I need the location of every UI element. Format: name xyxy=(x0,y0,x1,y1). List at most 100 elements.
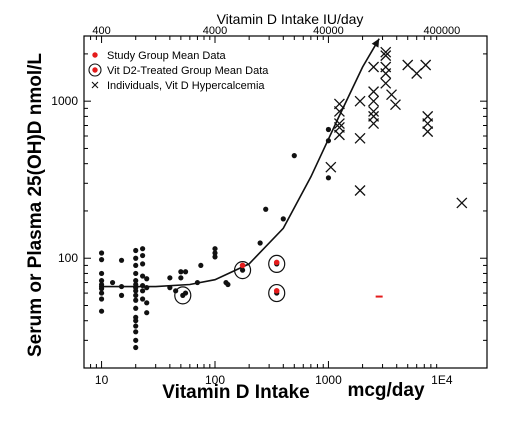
hypercalcemia-point xyxy=(354,95,366,107)
study-group-point xyxy=(144,285,150,291)
study-group-point xyxy=(140,273,146,279)
hypercalcemia-point xyxy=(380,50,392,62)
x-axis-unit: mcg/day xyxy=(347,380,425,401)
hypercalcemia-point xyxy=(411,68,423,79)
x-tick-label: 1E4 xyxy=(431,373,453,387)
hypercalcemia-point xyxy=(380,46,392,58)
plot-frame xyxy=(83,35,488,369)
d2-group-point xyxy=(239,267,246,273)
study-group-point xyxy=(144,300,150,306)
hypercalcemia-point xyxy=(333,106,345,117)
hypercalcemia-point xyxy=(333,129,345,141)
study-group-point xyxy=(133,329,139,335)
d2-group-circle xyxy=(233,261,252,280)
legend-label: Individuals, Vit D Hypercalcemia xyxy=(107,80,265,92)
legend-item: Study Group Mean Data xyxy=(92,50,227,62)
top-tick-label: 40000 xyxy=(313,25,344,37)
study-group-point xyxy=(194,279,201,286)
study-group-point xyxy=(118,283,125,290)
d2-group-red-point xyxy=(273,288,280,294)
legend-item: Vit D2-Treated Group Mean Data xyxy=(88,63,269,77)
study-group-point xyxy=(98,257,105,263)
study-group-point xyxy=(118,292,125,298)
study-group-point xyxy=(325,175,332,181)
legend-circle-icon xyxy=(88,63,102,77)
hypercalcemia-point xyxy=(422,126,434,138)
study-group-point xyxy=(98,278,105,284)
study-group-point xyxy=(212,254,218,260)
study-group-point xyxy=(98,286,105,292)
study-group-point xyxy=(198,262,204,269)
study-group-point xyxy=(109,279,116,286)
study-group-point xyxy=(118,257,125,263)
d2-group-red-point xyxy=(239,262,246,269)
study-group-point xyxy=(133,288,139,294)
study-group-point xyxy=(140,282,146,289)
study-group-point xyxy=(133,292,139,298)
study-group-point xyxy=(140,296,146,302)
study-group-point xyxy=(291,153,297,159)
hypercalcemia-point xyxy=(368,106,380,117)
study-group-point xyxy=(133,255,139,261)
study-group-point xyxy=(325,126,332,133)
top-tick-label: 400000 xyxy=(424,25,461,37)
study-group-point xyxy=(98,270,105,277)
hypercalcemia-point xyxy=(368,61,380,73)
legend-red-dot-icon xyxy=(92,52,98,58)
study-group-point xyxy=(263,206,269,212)
hypercalcemia-point xyxy=(354,132,366,144)
legend-item: Individuals, Vit D Hypercalcemia xyxy=(91,80,265,92)
study-group-point xyxy=(280,216,286,222)
plot-area: 10 100 1000 1E4 100 1000 400 4000 40000 400000 xyxy=(51,25,488,387)
study-group-point xyxy=(133,323,139,329)
study-group-point xyxy=(167,275,173,281)
study-group-point xyxy=(98,290,105,296)
trend-arrowhead xyxy=(371,38,380,48)
study-group-point xyxy=(140,288,146,294)
y-tick-label: 1000 xyxy=(51,94,78,108)
study-group-point xyxy=(257,240,263,246)
study-group-point xyxy=(212,250,218,256)
legend-label: Vit D2-Treated Group Mean Data xyxy=(107,65,269,77)
hypercalcemia-point xyxy=(368,86,380,98)
study-group-point xyxy=(133,297,139,303)
d2-group-red-point xyxy=(273,259,280,266)
study-group-point xyxy=(98,296,105,302)
study-group-point xyxy=(144,276,150,282)
hypercalcemia-point xyxy=(380,68,392,79)
study-group-point xyxy=(133,344,139,351)
study-group-point xyxy=(133,270,139,277)
study-group-point xyxy=(225,281,231,288)
study-group-point xyxy=(133,318,139,324)
x-axis-label: Vitamin D Intake xyxy=(162,382,309,403)
legend-x-icon xyxy=(91,81,99,89)
hypercalcemia-point xyxy=(386,89,397,101)
study-group-point xyxy=(133,337,139,343)
study-group-point xyxy=(98,250,105,256)
study-group-point xyxy=(182,269,189,275)
d2-group-point xyxy=(180,292,186,298)
study-group-point xyxy=(178,269,184,275)
study-group-point xyxy=(133,278,139,284)
top-axis-title: Vitamin D Intake IU/day xyxy=(217,11,364,27)
hypercalcemia-point xyxy=(354,185,366,196)
study-group-point xyxy=(167,285,173,291)
top-tick-label: 4000 xyxy=(203,25,227,37)
hypercalcemia-point xyxy=(422,118,434,130)
hypercalcemia-point xyxy=(368,95,380,107)
legend-red-dot-icon xyxy=(92,67,98,73)
x-tick-label: 100 xyxy=(205,373,225,387)
trend-curve xyxy=(101,38,380,288)
legend-label: Study Group Mean Data xyxy=(107,50,227,62)
study-group-point xyxy=(212,246,218,252)
hypercalcemia-point xyxy=(402,59,414,71)
study-group-point xyxy=(144,310,150,316)
d2-group-circle xyxy=(174,286,192,305)
d2-group-circle xyxy=(268,283,286,303)
hypercalcemia-point xyxy=(420,59,432,71)
study-group-point xyxy=(133,305,139,311)
study-group-point xyxy=(140,261,146,267)
y-tick-label: 100 xyxy=(58,251,78,265)
